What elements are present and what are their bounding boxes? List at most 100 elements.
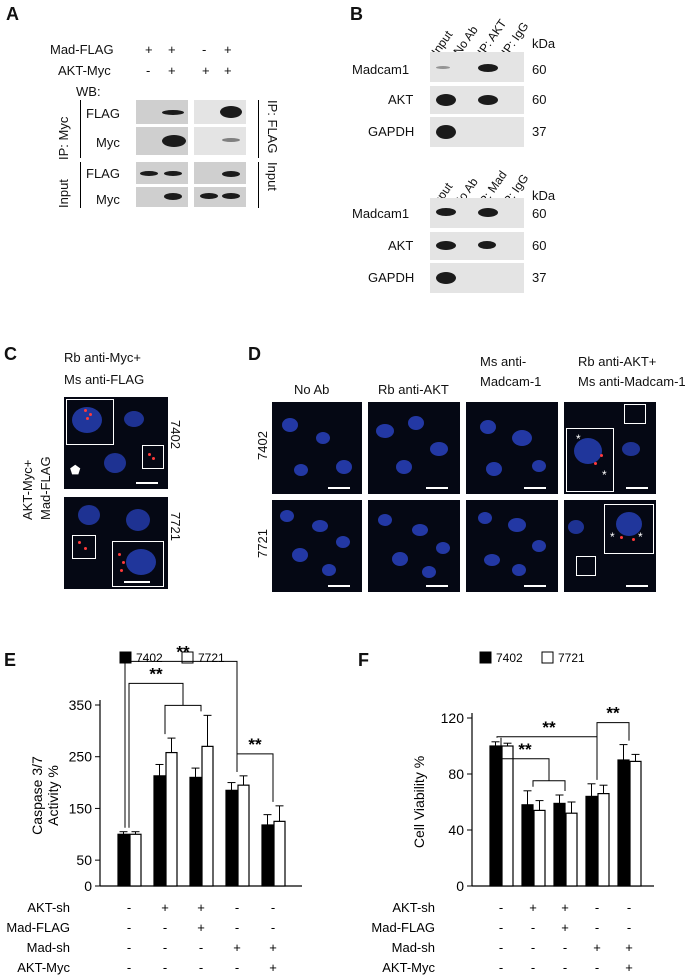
chart-e-treat-sign: - <box>235 920 239 935</box>
c-cell-7402: 7402 <box>168 420 183 449</box>
chart-f-bracket-join <box>532 780 566 791</box>
d-image-7402-combo: * * <box>564 402 656 494</box>
c-title-1: Rb anti-Myc+ <box>64 350 141 365</box>
chart-e-legend-swatch <box>181 651 194 664</box>
chart-e-bracket-2-label: ** <box>176 642 190 661</box>
d-star-3: * <box>610 530 615 544</box>
chart-e-bracket-2 <box>124 660 238 828</box>
blot-label-flag-input: FLAG <box>86 166 120 181</box>
chart-e-treat-sign: + <box>161 900 169 915</box>
chart-f-bar <box>565 812 578 887</box>
b-top-kda-37: 37 <box>532 124 547 139</box>
blot-label-flag-ip: FLAG <box>86 106 120 121</box>
charts-svg: 0 50 150 250 350 Caspase 3/7 Activity % 7402 772… <box>6 642 654 975</box>
chart-e-bar <box>273 820 286 887</box>
chart-f-bar <box>489 745 502 887</box>
d-star-2: * <box>602 468 607 482</box>
chart-f-treat-sign: + <box>561 920 569 935</box>
d-image-7402-rb-akt <box>368 402 460 494</box>
chart-f-treat-sign: + <box>625 940 633 955</box>
chart-e-legend-label: 7402 <box>136 651 163 665</box>
chart-f-bar <box>553 802 566 887</box>
d-image-7721-ms-mad <box>466 500 558 592</box>
c-image-7721 <box>64 497 168 589</box>
chart-e-bar <box>189 776 202 887</box>
ip-flag-label: IP: FLAG <box>265 100 280 154</box>
b-blot-bot-gapdh <box>430 263 524 293</box>
panel-c-label: C <box>4 344 17 364</box>
chart-f-treat-sign: - <box>499 940 503 955</box>
chart-e-ytick-label: 150 <box>69 800 93 816</box>
chart-e-treat-label: Mad-FLAG <box>6 920 70 935</box>
chart-f-bar <box>597 793 610 887</box>
chart-e-treat-sign: - <box>163 920 167 935</box>
d-col-rb-akt: Rb anti-AKT <box>378 382 449 397</box>
chart-e-ytick-label: 0 <box>84 878 92 894</box>
chart-f-treat-sign: - <box>499 960 503 975</box>
chart-f-bracket-1-label: ** <box>518 740 532 759</box>
chart-f-ytick-label: 80 <box>448 766 464 782</box>
chart-f-treat-label: AKT-sh <box>392 900 435 915</box>
b-bot-row-akt: AKT <box>388 238 414 253</box>
d-row-7402: 7402 <box>255 431 270 460</box>
chart-e-ylabel-1: Caspase 3/7 <box>29 756 45 835</box>
c-side-1: AKT-Myc+ <box>20 459 35 520</box>
chart-e-ytick-label: 50 <box>76 852 92 868</box>
b-top-kda-60a: 60 <box>532 62 547 77</box>
chart-f-bracket-3 <box>596 722 630 780</box>
chart-f-bracket-1 <box>500 737 550 781</box>
panel-a-label: A <box>6 4 19 24</box>
sign-mad-3: - <box>202 42 207 57</box>
chart-e-treat-sign: - <box>235 960 239 975</box>
b-bot-kda-37: 37 <box>532 270 547 285</box>
chart-f-treat-label: AKT-Myc <box>382 960 435 975</box>
c-image-7402: ⬟ <box>64 397 168 489</box>
chart-f-treat-sign: - <box>563 940 567 955</box>
b-bot-kda: kDa <box>532 188 556 203</box>
chart-e-treat-sign: - <box>163 940 167 955</box>
d-image-7402-ms-mad <box>466 402 558 494</box>
d-star-4: * <box>638 530 643 544</box>
chart-e-treat-sign: - <box>127 940 131 955</box>
b-top-row-akt: AKT <box>388 92 414 107</box>
chart-e-treat-sign: - <box>127 920 131 935</box>
chart-f-ylabel: Cell Viability % <box>411 756 427 848</box>
chart-f-bracket-3-label: ** <box>606 704 620 723</box>
row-label-mad-flag: Mad-FLAG <box>50 42 114 57</box>
chart-f-treat-sign: - <box>531 940 535 955</box>
chart-f-bracket-2-label: ** <box>542 718 556 737</box>
blot-input-flag-left <box>136 162 188 184</box>
chart-e-treat-label: Mad-sh <box>27 940 70 955</box>
chart-f-treat-sign: - <box>531 960 535 975</box>
d-col-combo-1: Rb anti-AKT+ <box>578 354 657 369</box>
chart-f-treat-sign: - <box>627 900 631 915</box>
chart-e-bar <box>165 751 178 887</box>
chart-f-ytick-label: 0 <box>456 878 464 894</box>
b-top-row-gapdh: GAPDH <box>368 124 415 139</box>
row-label-akt-myc: AKT-Myc <box>58 63 111 78</box>
chart-f-legend-label: 7402 <box>496 651 523 665</box>
d-star-1: * <box>576 432 581 446</box>
chart-f-treat-sign: - <box>627 920 631 935</box>
chart-f-legend-swatch <box>541 651 554 664</box>
chart-e-bar <box>225 789 238 887</box>
chart-e-treat-sign: - <box>127 960 131 975</box>
d-image-7721-rb-akt <box>368 500 460 592</box>
chart-e-treat-sign: - <box>235 900 239 915</box>
chart-e-treat-sign: - <box>271 900 275 915</box>
chart-f-ytick-label: 120 <box>441 710 465 726</box>
chart-e-bar <box>201 745 214 887</box>
blot-ip-myc-myc <box>136 127 188 155</box>
ip-myc-label: IP: Myc <box>56 116 71 160</box>
chart-e-ytick-label: 350 <box>69 697 93 713</box>
c-title-2: Ms anti-FLAG <box>64 372 145 387</box>
chart-e-bracket-1-label: ** <box>149 664 163 683</box>
chart-e-treat-sign: - <box>271 920 275 935</box>
chart-e-bar <box>117 833 130 887</box>
chart-e-treat-label: AKT-sh <box>27 900 70 915</box>
b-top-row-madcam1: Madcam1 <box>352 62 410 77</box>
chart-e-bar <box>153 775 166 887</box>
d-row-7721: 7721 <box>255 529 270 558</box>
chart-f-legend-swatch <box>479 651 492 664</box>
chart-f-treat-sign: + <box>625 960 633 975</box>
